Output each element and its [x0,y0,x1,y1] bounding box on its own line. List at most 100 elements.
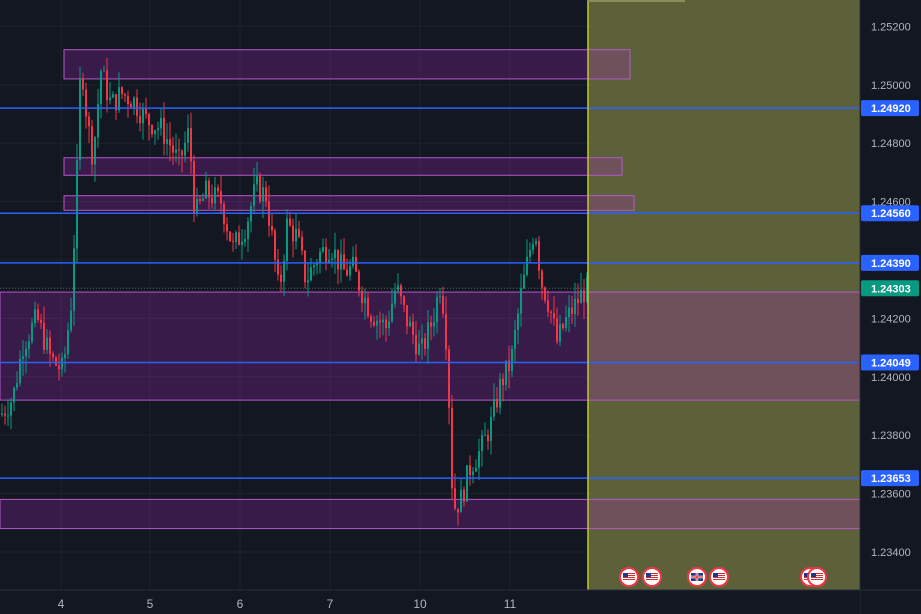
candle-body [364,297,366,304]
us-flag-icon[interactable] [642,567,662,587]
candle-body [520,288,522,314]
candle-body [187,128,189,143]
candle-body [370,316,372,322]
candle-body [394,290,396,304]
candle-body [280,274,282,282]
candle-body [457,508,459,513]
price-tick-label: 1.23600 [871,489,911,501]
candle-body [472,471,474,476]
price-tick-label: 1.23400 [871,547,911,559]
candle-body [403,296,405,306]
level-tag-label: 1.24920 [871,103,911,115]
candle-body [46,337,48,350]
candle-body [307,280,309,283]
candle-body [70,310,72,331]
candle-body [28,341,30,349]
candle-body [259,176,261,202]
candle-body [451,407,453,489]
candle-body [166,139,168,144]
candle-body [523,274,525,289]
date-tick-label: 5 [147,597,154,611]
candle-body [10,402,12,416]
candle-body [73,248,75,311]
candle-body [358,271,360,291]
candle-body [133,97,135,108]
us-flag-icon[interactable] [709,567,729,587]
date-tick-label: 7 [327,597,334,611]
candle-body [475,467,477,472]
candle-body [178,149,180,151]
candle-body [412,321,414,335]
date-tick-label: 4 [58,597,65,611]
candle-body [181,150,183,156]
candle-body [136,97,138,116]
supply-demand-zones [0,49,861,530]
candle-body [580,290,582,304]
candle-body [541,270,543,288]
candle-body [463,489,465,502]
level-tag-bg [861,254,919,271]
candle-body [34,309,36,324]
candle-body [559,323,561,342]
candle-body [496,398,498,408]
candle-body [499,378,501,408]
candle-body [373,321,375,326]
price-axis[interactable] [860,0,921,614]
candle-body [103,70,105,72]
candle-body [361,290,363,304]
candle-body [16,383,18,388]
date-axis[interactable]: 4 5 6 7 10 11 [0,589,921,614]
candle-body [454,488,456,509]
candle-body [409,321,411,327]
level-tag-label: 1.23653 [871,473,911,485]
level-tag-bg [861,354,919,371]
gb-flag-icon[interactable] [687,567,707,587]
date-tick-label: 6 [237,597,244,611]
candle-body [421,338,423,344]
candle-body [574,298,576,315]
candle-body [130,104,132,108]
us-flag-icon[interactable] [619,567,639,587]
candle-body [31,323,33,342]
candle-body [154,130,156,135]
candle-body [139,115,141,124]
candle-body [544,287,546,301]
candle-body [517,313,519,330]
candle-body [106,70,108,101]
candle-body [508,360,510,372]
candle-body [127,95,129,105]
price-tick-label: 1.24800 [871,138,911,150]
candle-body [1,413,3,415]
candle-body [295,228,297,242]
candle-body [493,398,495,417]
candle-body [562,323,564,329]
candle-body [331,258,333,260]
candle-body [124,94,126,96]
candle-body [100,70,102,105]
candle-body [157,128,159,131]
level-tag-bg [861,100,919,117]
horizontal-levels [0,107,860,479]
candle-body [247,221,249,240]
candle-body [505,360,507,386]
candle-body [55,357,57,366]
candle-body [532,243,534,251]
candle-body [172,145,174,153]
candle-body [253,184,255,207]
candle-body [235,232,237,242]
candle-body [277,259,279,275]
candle-body [121,87,123,95]
candle-body [379,320,381,323]
level-price-tags: 1.24920 1.24560 1.24390 1.24049 1.23653 [861,100,919,487]
candle-body [511,348,513,372]
candle-body [304,250,306,283]
candle-body [340,254,342,270]
us-flag-icon[interactable] [807,567,827,587]
candle-body [262,187,264,202]
candle-body [388,321,390,329]
candle-body [148,114,150,126]
candle-body [448,349,450,408]
candle-body [298,228,300,237]
candle-body [82,78,84,90]
